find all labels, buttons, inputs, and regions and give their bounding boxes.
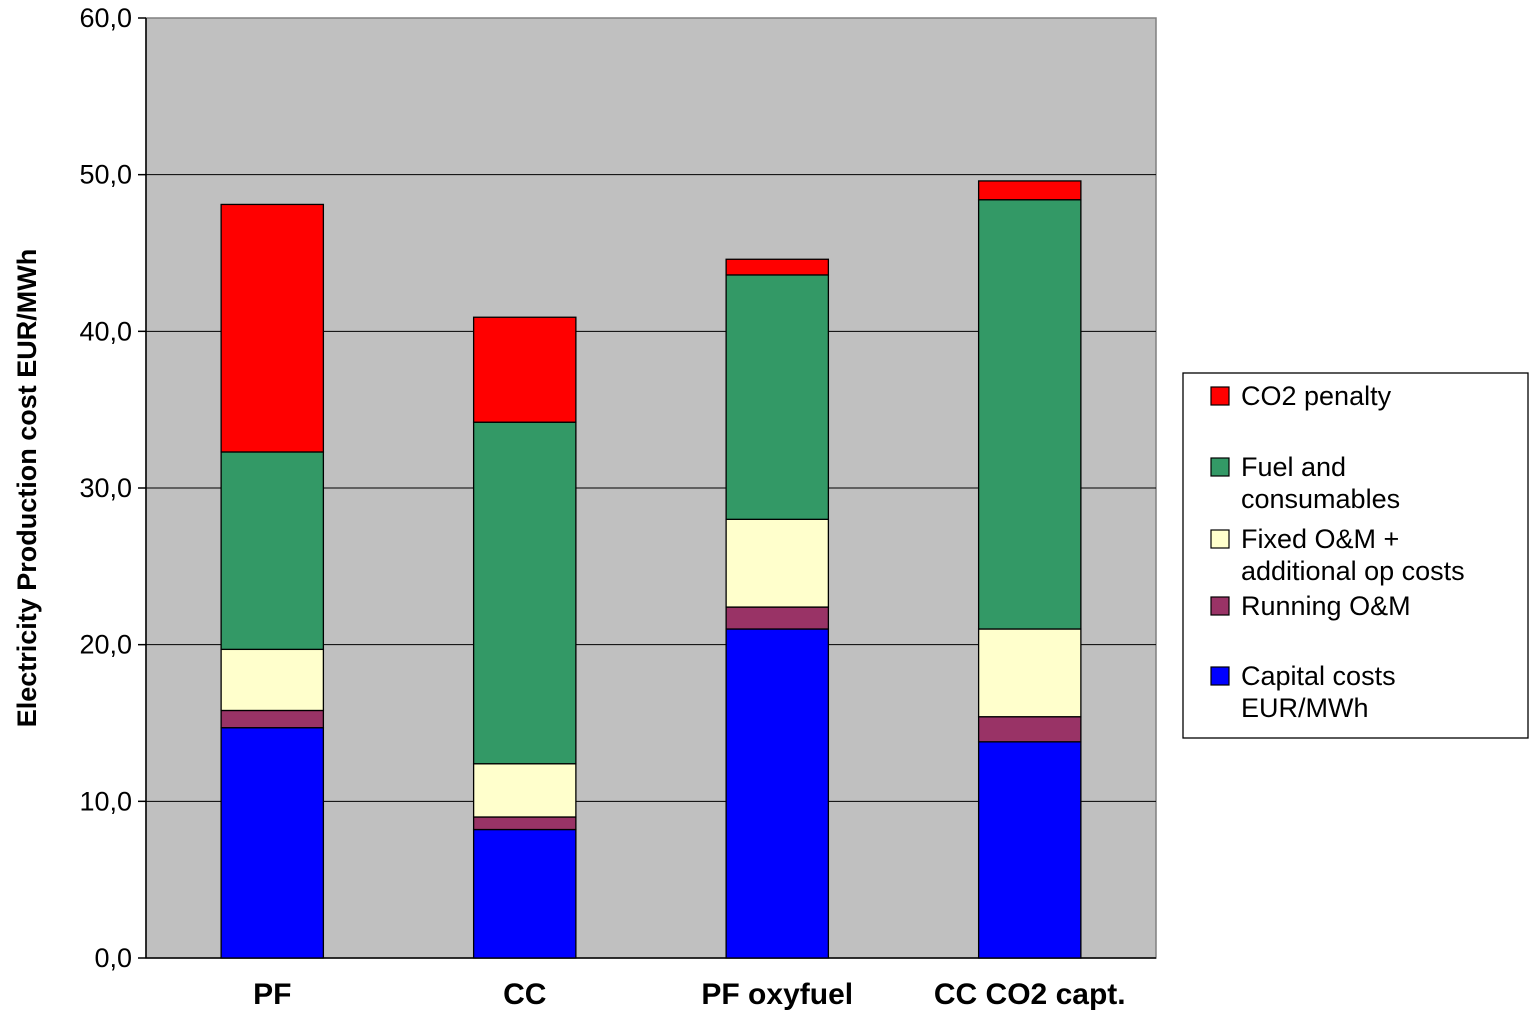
x-category-label: PF oxyfuel [701,978,853,1011]
bar-segment [977,741,1082,959]
legend-label: consumables [1241,484,1400,514]
x-category-label: PF [253,978,291,1011]
y-tick-label: 10,0 [79,786,132,816]
legend-swatch [1210,457,1230,477]
x-category-label: CC CO2 capt. [934,978,1126,1011]
legend-swatch [1210,529,1230,549]
x-axis-categories: PF CC PF oxyfuel CC CO2 capt. [253,978,1126,1011]
bar-segment [472,763,577,818]
x-category-label: CC [503,978,546,1011]
y-tick-label: 50,0 [79,160,132,190]
legend-label: Capital costs [1241,661,1396,691]
bar-segment [977,199,1082,630]
legend-swatch [1210,596,1230,616]
legend-label: Fixed O&M + [1241,524,1399,554]
y-axis-title: Electricity Production cost EUR/MWh [12,249,42,728]
bar-segment [977,716,1082,743]
y-tick-label: 60,0 [79,3,132,33]
legend-label: CO2 penalty [1241,381,1392,411]
bar-segment [220,451,325,651]
bar-segment [725,274,830,520]
y-tick-label: 20,0 [79,630,132,660]
y-tick-label: 30,0 [79,473,132,503]
bar-segment [725,628,830,959]
y-tick-label: 40,0 [79,316,132,346]
bar-segment [725,258,830,276]
bar-segment [472,421,577,765]
legend-swatch [1210,386,1230,406]
bar-segment [725,606,830,630]
legend-label: Running O&M [1241,591,1411,621]
bar-segment [977,628,1082,718]
bar-segment [220,203,325,453]
bars [220,180,1082,959]
legend-label: EUR/MWh [1241,693,1369,723]
bar-segment [220,709,325,729]
legend-swatch [1210,666,1230,686]
bar-segment [220,648,325,712]
bar-segment [220,727,325,959]
legend-label: Fuel and [1241,452,1346,482]
bar-segment [472,828,577,959]
y-tick-label: 0,0 [94,943,132,973]
legend-box [1182,372,1529,739]
bar-segment [725,518,830,608]
bar-segment [977,180,1082,201]
bar-segment [472,316,577,423]
legend-label: additional op costs [1241,556,1465,586]
bar-segment [472,816,577,831]
